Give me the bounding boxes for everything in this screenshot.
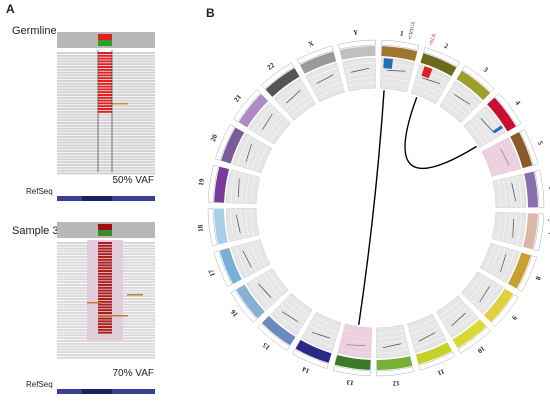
chrom-track-10 bbox=[436, 295, 479, 338]
chrom-band-15 bbox=[261, 315, 296, 346]
chrom-label-8: 8 bbox=[533, 275, 542, 282]
chrom-label-15: 15 bbox=[261, 341, 272, 352]
chrom-label-14: 14 bbox=[301, 365, 311, 375]
chrom-band-12 bbox=[376, 356, 413, 370]
chrom-band-14 bbox=[295, 339, 332, 363]
chrom-label-7: 7 bbox=[546, 231, 550, 236]
highlight-2 bbox=[421, 66, 433, 79]
chrom-track-12 bbox=[376, 324, 411, 359]
chrom-label-3: 3 bbox=[482, 66, 490, 75]
germline-pileup bbox=[57, 32, 155, 175]
chrom-label-10: 10 bbox=[476, 344, 487, 355]
chrom-band-16 bbox=[235, 284, 265, 319]
chrom-band-21 bbox=[238, 93, 269, 128]
chrom-track-21 bbox=[248, 101, 292, 145]
chrom-track-9 bbox=[460, 271, 504, 315]
chrom-label-22: 22 bbox=[266, 61, 277, 72]
panel-a-letter: A bbox=[6, 2, 15, 16]
chrom-band-2 bbox=[420, 53, 457, 77]
chrom-label-1: 1 bbox=[399, 29, 404, 37]
link-chr1-chr13 bbox=[358, 90, 385, 325]
chrom-band-18 bbox=[214, 208, 228, 245]
chrom-label-13: 13 bbox=[346, 378, 355, 387]
chrom-band-1 bbox=[381, 46, 418, 62]
chrom-band-20 bbox=[221, 127, 245, 164]
chrom-band-7 bbox=[522, 213, 538, 250]
chrom-label-20: 20 bbox=[209, 133, 219, 143]
highlight-1 bbox=[383, 58, 393, 69]
chrom-track-Y bbox=[341, 57, 376, 92]
chrom-label-21: 21 bbox=[232, 93, 243, 104]
germline-vaf: 50% VAF bbox=[112, 175, 155, 186]
chrom-band-10 bbox=[452, 319, 487, 349]
sample3-vaf: 70% VAF bbox=[112, 368, 155, 379]
gene-label: •ALK bbox=[429, 33, 438, 46]
germline-refseq-bar bbox=[57, 196, 155, 201]
chrom-track-22 bbox=[273, 78, 316, 121]
chrom-band-Y bbox=[339, 46, 376, 60]
chrom-label-12: 12 bbox=[392, 379, 400, 388]
chrom-label-11: 11 bbox=[436, 367, 446, 377]
chrom-label-17: 17 bbox=[207, 268, 217, 278]
chrom-label-6: 6 bbox=[547, 186, 550, 191]
germline-title: Germline bbox=[12, 25, 57, 37]
chrom-band-22 bbox=[265, 67, 300, 97]
germline-ref-cell bbox=[98, 40, 112, 46]
sample3-refseq-label: RefSeq bbox=[26, 380, 53, 389]
panel-b-letter: B bbox=[206, 6, 215, 20]
chrom-band-9 bbox=[483, 288, 514, 323]
germline-refseq-label: RefSeq bbox=[26, 187, 53, 196]
highlight-4 bbox=[492, 125, 503, 134]
chrom-band-5 bbox=[510, 131, 533, 169]
sample3-pileup bbox=[57, 222, 155, 359]
chrom-label-Y: Y bbox=[353, 29, 359, 38]
chrom-band-6 bbox=[524, 171, 538, 208]
gene-label: •PRRT2 bbox=[547, 219, 550, 225]
sample3-refseq-bar bbox=[57, 389, 155, 394]
germline-variant-cell bbox=[98, 34, 112, 40]
chrom-label-19: 19 bbox=[197, 178, 206, 187]
chrom-band-3 bbox=[456, 70, 491, 101]
chrom-label-X: X bbox=[307, 39, 315, 48]
chrom-band-4 bbox=[487, 97, 517, 132]
chrom-track-4 bbox=[463, 105, 506, 148]
chrom-label-9: 9 bbox=[510, 314, 519, 322]
chrom-track-15 bbox=[269, 292, 313, 336]
chrom-track-6 bbox=[492, 173, 527, 208]
chrom-label-4: 4 bbox=[513, 99, 522, 107]
chrom-band-19 bbox=[214, 166, 230, 203]
chrom-track-18 bbox=[225, 208, 260, 243]
link-chr2-chr4 bbox=[404, 97, 477, 170]
chrom-band-17 bbox=[219, 247, 242, 285]
chrom-band-X bbox=[299, 51, 337, 74]
chrom-label-2: 2 bbox=[443, 42, 450, 51]
chrom-track-3 bbox=[439, 80, 483, 124]
sample3-title: Sample 3 bbox=[12, 225, 59, 237]
chrom-band-8 bbox=[507, 252, 531, 289]
chrom-band-11 bbox=[415, 342, 453, 365]
chrom-label-18: 18 bbox=[196, 224, 205, 232]
gene-label: •CRYGS bbox=[408, 21, 417, 40]
chrom-track-16 bbox=[246, 268, 289, 311]
chrom-label-5: 5 bbox=[536, 140, 545, 147]
chrom-band-13 bbox=[334, 354, 371, 370]
chrom-label-16: 16 bbox=[229, 308, 240, 319]
